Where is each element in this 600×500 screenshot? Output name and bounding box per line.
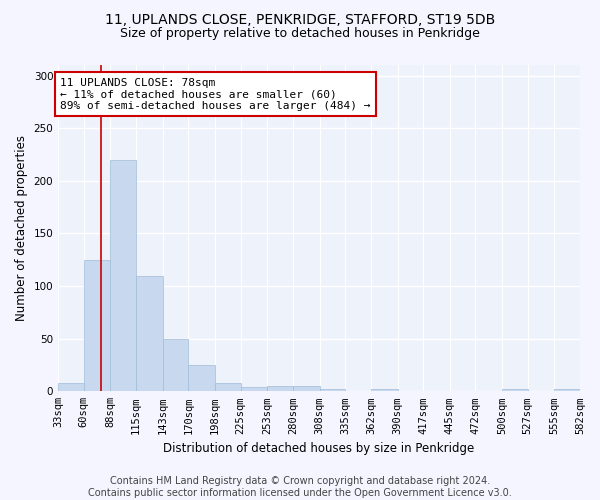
Bar	[293, 386, 320, 392]
Bar	[163, 338, 188, 392]
Y-axis label: Number of detached properties: Number of detached properties	[15, 135, 28, 321]
Text: Size of property relative to detached houses in Penkridge: Size of property relative to detached ho…	[120, 28, 480, 40]
Text: Contains HM Land Registry data © Crown copyright and database right 2024.
Contai: Contains HM Land Registry data © Crown c…	[88, 476, 512, 498]
Bar	[502, 389, 528, 392]
Bar	[136, 276, 163, 392]
Bar	[267, 386, 293, 392]
Bar	[58, 383, 84, 392]
Bar	[188, 365, 215, 392]
Bar	[371, 389, 398, 392]
Bar	[215, 383, 241, 392]
Bar	[110, 160, 136, 392]
X-axis label: Distribution of detached houses by size in Penkridge: Distribution of detached houses by size …	[163, 442, 475, 455]
Text: 11 UPLANDS CLOSE: 78sqm
← 11% of detached houses are smaller (60)
89% of semi-de: 11 UPLANDS CLOSE: 78sqm ← 11% of detache…	[60, 78, 371, 111]
Text: 11, UPLANDS CLOSE, PENKRIDGE, STAFFORD, ST19 5DB: 11, UPLANDS CLOSE, PENKRIDGE, STAFFORD, …	[105, 12, 495, 26]
Bar	[84, 260, 110, 392]
Bar	[554, 389, 580, 392]
Bar	[241, 387, 267, 392]
Bar	[320, 389, 345, 392]
